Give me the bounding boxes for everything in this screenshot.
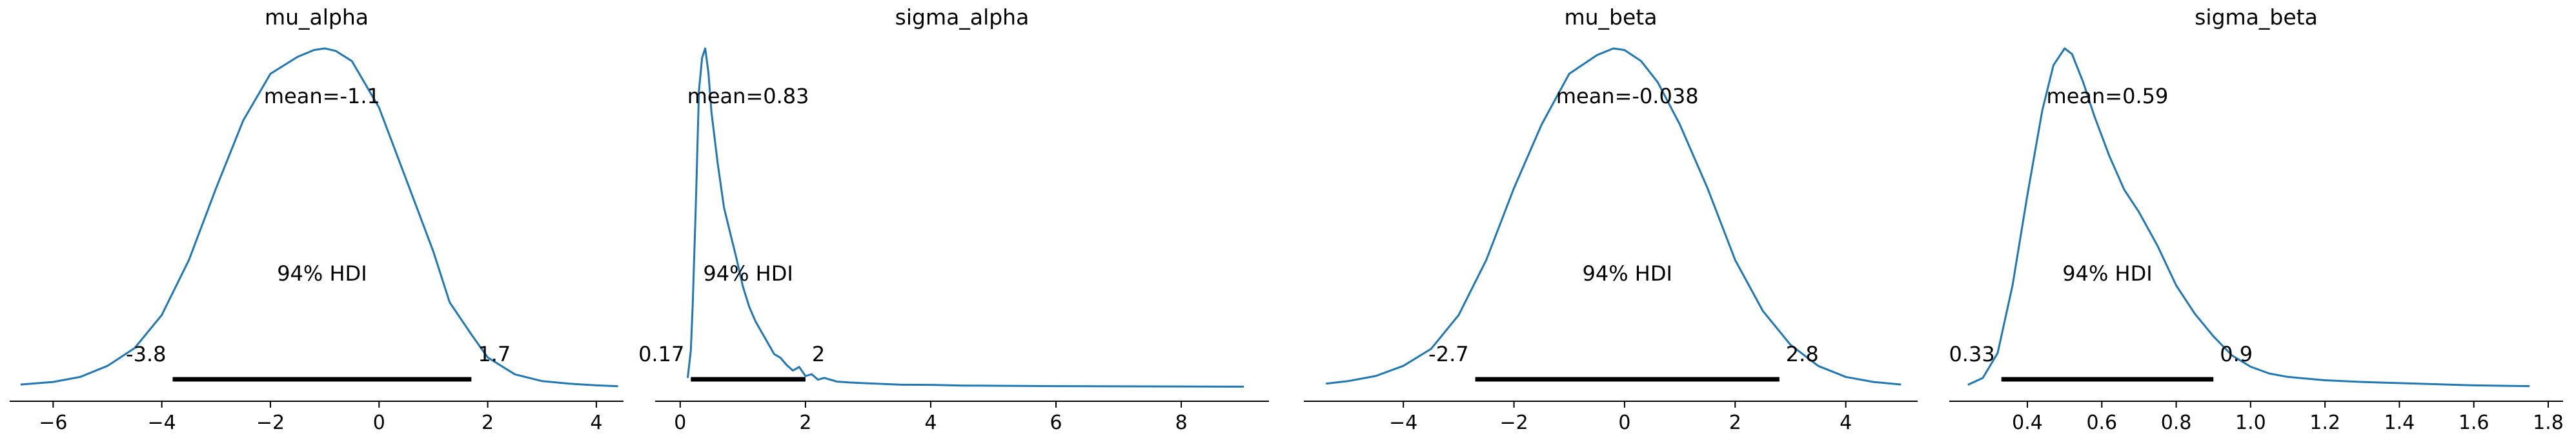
x-tick-label: 1.0 — [2235, 412, 2266, 434]
mean-label: mean=0.83 — [687, 84, 809, 108]
x-tick-label: 4 — [590, 412, 602, 434]
hdi-low-label: 0.33 — [1949, 342, 1994, 366]
hdi-low-label: -2.7 — [1428, 342, 1468, 366]
hdi-high-label: 0.9 — [2220, 342, 2253, 366]
x-tick-label: 1.6 — [2459, 412, 2490, 434]
x-tick-label: −6 — [39, 412, 67, 434]
hdi-high-label: 1.7 — [478, 342, 511, 366]
x-tick-label: 6 — [1050, 412, 1062, 434]
panel-sigma_alpha: 0 2 4 6 8 sigma_alpha mean=0.83 94% HDI 0.17 2 — [638, 5, 1269, 434]
x-tick-label: 8 — [1175, 412, 1188, 434]
hdi-label: 94% HDI — [703, 261, 793, 286]
x-tick-label: 0.4 — [2012, 412, 2043, 434]
x-tick-label: 0 — [674, 412, 686, 434]
density-curve — [20, 47, 618, 388]
x-tick-label: −2 — [1499, 412, 1528, 434]
x-tick-label: −4 — [148, 412, 176, 434]
panel-mu_alpha: −6 −4 −2 0 2 4 mu_alpha mean=-1.1 94% HDI -3.8 1.7 — [10, 5, 624, 434]
panel-sigma_beta: 0.4 0.6 0.8 1.0 1.2 1.4 1.6 1.8 sigma_beta mean=0… — [1949, 5, 2563, 434]
panel-title: sigma_beta — [2195, 5, 2318, 30]
hdi-low-label: 0.17 — [638, 342, 684, 366]
x-tick-label: 0 — [1618, 412, 1630, 434]
hdi-label: 94% HDI — [277, 261, 367, 286]
x-tick-label: 1.4 — [2384, 412, 2415, 434]
density-curve — [1967, 47, 2530, 388]
mean-label: mean=-0.038 — [1556, 84, 1699, 108]
density-curve — [1326, 47, 1902, 386]
x-tick-label: 2 — [482, 412, 494, 434]
hdi-low-label: -3.8 — [126, 342, 166, 366]
x-tick-label: 0.6 — [2086, 412, 2117, 434]
x-tick-label: 4 — [1840, 412, 1852, 434]
x-tick-label: 2 — [799, 412, 811, 434]
x-tick-label: 0 — [373, 412, 385, 434]
x-tick-label: 1.2 — [2309, 412, 2340, 434]
hdi-high-label: 2 — [812, 342, 825, 366]
panel-title: mu_beta — [1565, 5, 1658, 30]
x-tick-label: −2 — [256, 412, 285, 434]
x-tick-label: 4 — [924, 412, 937, 434]
hdi-label: 94% HDI — [1582, 261, 1672, 286]
mean-label: mean=0.59 — [2047, 84, 2169, 108]
panel-mu_beta: −4 −2 0 2 4 mu_beta mean=-0.038 94% HDI -2.7 2.8 — [1304, 5, 1918, 434]
hdi-label: 94% HDI — [2062, 261, 2152, 286]
x-tick-label: 2 — [1729, 412, 1741, 434]
panel-title: mu_alpha — [265, 5, 369, 30]
x-tick-label: −4 — [1389, 412, 1417, 434]
hdi-high-label: 2.8 — [1786, 342, 1819, 366]
density-curve — [687, 47, 1244, 388]
x-tick-label: 0.8 — [2161, 412, 2192, 434]
x-tick-label: 1.8 — [2533, 412, 2564, 434]
mean-label: mean=-1.1 — [264, 84, 380, 108]
panel-title: sigma_alpha — [895, 5, 1029, 30]
